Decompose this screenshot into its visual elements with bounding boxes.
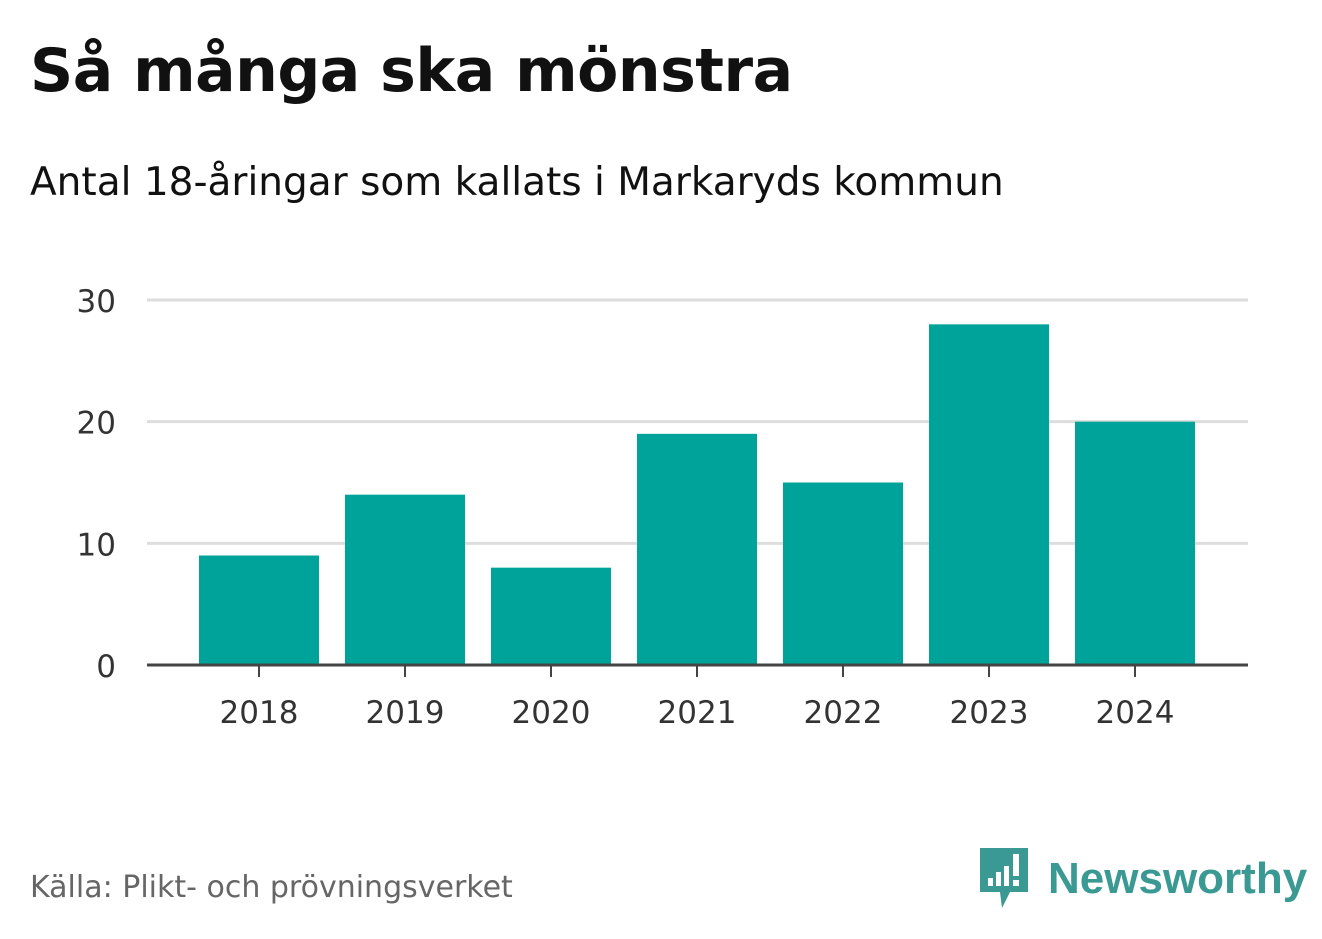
bar-2018 [199,555,319,665]
y-tick-label: 30 [77,284,116,320]
x-tick-label: 2018 [220,695,299,731]
brand-name: Newsworthy [1048,854,1308,903]
x-tick-label: 2023 [950,695,1029,731]
bar-2022 [783,482,903,665]
x-axis [147,663,1248,677]
y-tick-label: 10 [77,527,116,563]
bar-2023 [929,324,1049,665]
newsworthy-logo-icon [980,848,1028,908]
y-tick-label: 20 [77,406,116,442]
chart-subtitle: Antal 18-åringar som kallats i Markaryds… [30,160,1004,205]
bar-2024 [1075,421,1195,665]
tick-labels: 0 10 20 30 2018 2019 2020 2021 2022 2023 2024 [77,284,1175,731]
x-tick-label: 2020 [512,695,591,731]
x-tick-label: 2022 [804,695,883,731]
y-tick-label: 0 [96,649,116,685]
x-tick-label: 2021 [658,695,737,731]
bars [199,324,1195,665]
bar-2019 [345,494,465,665]
x-tick-label: 2024 [1096,695,1175,731]
chart-title: Så många ska mönstra [30,36,793,106]
x-tick-label: 2019 [366,695,445,731]
source-note: Källa: Plikt- och prövningsverket [30,870,513,905]
bar-2021 [637,433,757,665]
brand-logo: Newsworthy [980,848,1307,910]
bar-2020 [491,567,611,665]
